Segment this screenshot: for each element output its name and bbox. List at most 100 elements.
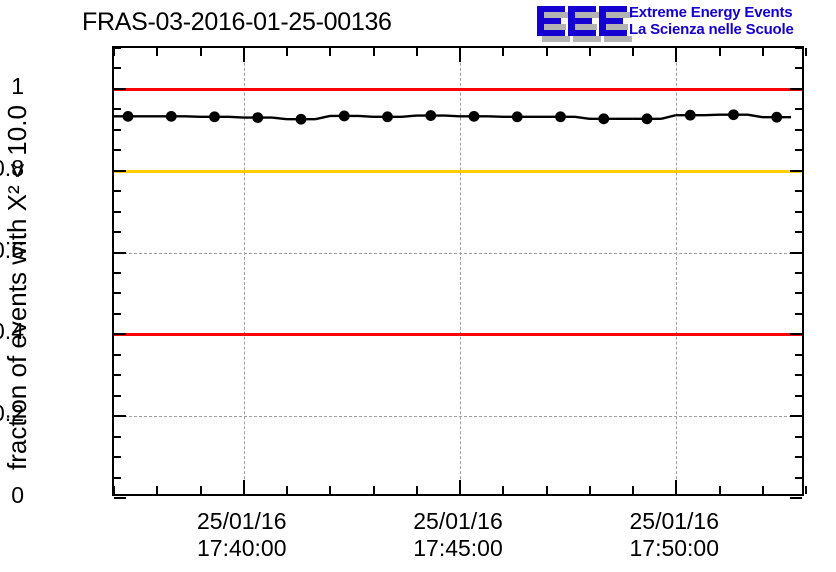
x-axis-tick (459, 48, 461, 62)
y-axis-tick (790, 333, 802, 336)
logo-caption-line-2: La Scienza nelle Scuole (629, 21, 794, 38)
y-axis-tick (114, 292, 121, 295)
y-axis-tick (790, 497, 802, 499)
x-axis-tick (242, 48, 245, 62)
logo-letter-shadow (573, 12, 601, 42)
y-axis-tick (795, 67, 802, 70)
logo-letter-front (537, 6, 565, 36)
y-axis-tick (795, 394, 802, 397)
x-tick-time: 17:40:00 (196, 535, 287, 561)
x-tick-date: 25/01/16 (629, 508, 720, 534)
y-axis-tick-label: 0.6 (0, 236, 24, 263)
x-axis-tick (632, 486, 634, 494)
y-axis-tick (795, 128, 802, 131)
y-axis-tick (795, 312, 802, 315)
logo-letter-shadow (604, 12, 632, 42)
x-gridline (676, 48, 678, 494)
x-axis-tick (718, 48, 721, 56)
y-gridline (114, 416, 802, 418)
y-axis-tick-label: 0.4 (0, 318, 24, 345)
y-axis-tick (114, 394, 121, 397)
y-axis-tick (114, 435, 121, 438)
x-axis-tick (156, 48, 159, 56)
x-axis-tick (502, 486, 505, 494)
y-axis-tick (114, 190, 121, 193)
y-axis-tick (795, 476, 802, 479)
y-axis-tick (795, 231, 802, 234)
y-axis-tick (795, 210, 802, 213)
x-axis-tick (372, 486, 375, 494)
y-axis-tick (114, 149, 121, 152)
x-axis-tick (761, 48, 764, 56)
y-axis-tick (114, 128, 121, 131)
logo-letter-shadow (542, 12, 570, 42)
y-axis-tick (114, 210, 121, 213)
y-axis-tick (114, 497, 126, 499)
y-axis-tick (795, 47, 802, 49)
y-axis-tick (790, 251, 802, 254)
x-axis-tick (805, 48, 807, 56)
y-axis-tick (114, 456, 121, 459)
reference-line (114, 169, 802, 173)
y-axis-tick-label: 0.8 (0, 154, 24, 181)
y-axis-tick (795, 353, 802, 356)
x-axis-tick (415, 48, 418, 56)
y-axis-tick (795, 149, 802, 152)
logo-letter-front (568, 6, 596, 36)
x-gridline (243, 48, 245, 494)
y-axis-tick (795, 435, 802, 438)
eee-logo: Extreme Energy Events La Scienza nelle S… (537, 3, 833, 42)
x-axis-tick (286, 486, 288, 494)
x-axis-tick-label: 25/01/16 17:40:00 (162, 508, 322, 562)
y-axis-tick (114, 353, 121, 356)
y-axis-tick (790, 415, 802, 418)
x-axis-tick (199, 48, 202, 56)
y-axis-tick (795, 374, 802, 377)
y-axis-tick (114, 231, 121, 234)
y-axis-tick (795, 108, 802, 111)
x-axis-tick (329, 486, 332, 494)
y-axis-tick (795, 456, 802, 459)
y-axis-tick (114, 87, 126, 90)
reference-line (114, 87, 802, 91)
y-axis-tick (114, 415, 126, 418)
x-axis-tick (113, 48, 115, 56)
y-axis-tick-label: 0 (11, 482, 24, 508)
x-axis-tick (372, 48, 375, 56)
x-tick-time: 17:50:00 (629, 535, 720, 561)
y-axis-tick (114, 476, 121, 479)
x-axis-tick (675, 480, 678, 494)
x-axis-tick (545, 486, 548, 494)
x-axis-tick (502, 48, 505, 56)
logo-letter-e-3 (599, 6, 632, 42)
x-tick-date: 25/01/16 (196, 508, 287, 534)
logo-letter-e-2 (568, 6, 601, 42)
y-axis-tick (114, 47, 121, 49)
x-axis-tick (329, 48, 332, 56)
y-axis-tick (790, 87, 802, 90)
x-axis-tick (199, 486, 202, 494)
y-gridline (114, 252, 802, 254)
chart-title: FRAS-03-2016-01-25-00136 (82, 8, 392, 36)
x-axis-tick (459, 480, 461, 494)
x-axis-tick (805, 486, 807, 494)
logo-caption: Extreme Energy Events La Scienza nelle S… (629, 4, 794, 38)
y-axis-tick (114, 251, 126, 254)
x-axis-tick (286, 48, 288, 56)
x-gridline (460, 48, 461, 494)
x-tick-time: 17:45:00 (413, 535, 503, 561)
x-axis-tick-label: 25/01/16 17:50:00 (594, 508, 754, 562)
y-axis-tick (114, 333, 126, 336)
logo-letter-front (599, 6, 627, 36)
y-axis-tick (795, 292, 802, 295)
y-axis-tick-label: 0.2 (0, 400, 24, 427)
reference-line (114, 333, 802, 337)
x-axis-tick (545, 48, 548, 56)
y-axis-tick (795, 190, 802, 193)
x-axis-tick (675, 48, 678, 62)
x-axis-tick-label: 25/01/16 17:45:00 (378, 508, 538, 562)
y-axis-tick (790, 169, 802, 172)
y-axis-tick (795, 272, 802, 274)
y-axis-tick (114, 272, 121, 274)
x-axis-tick (113, 486, 115, 494)
